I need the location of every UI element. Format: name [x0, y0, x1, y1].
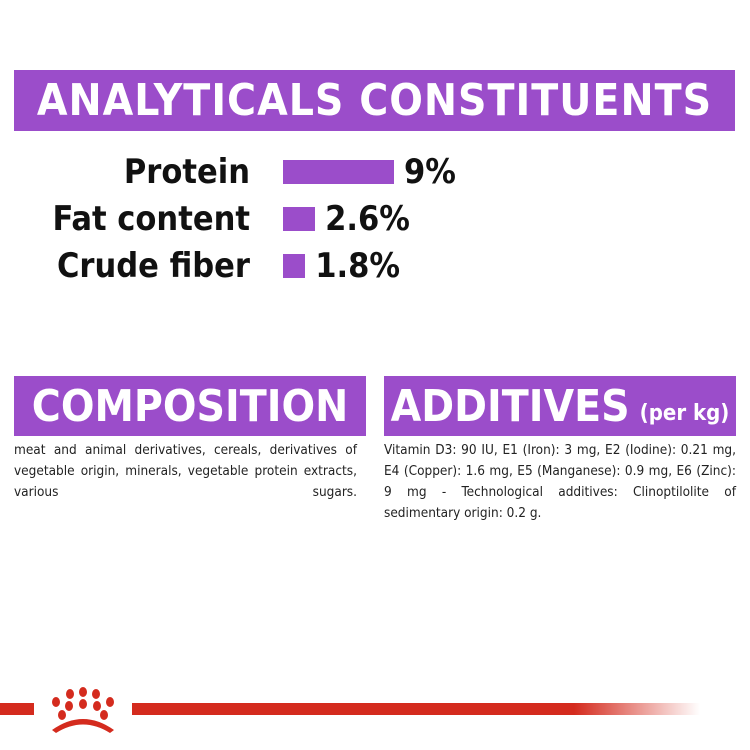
constituent-bar — [283, 207, 316, 231]
constituent-value: 9% — [404, 152, 456, 192]
analyticals-header: ANALYTICALS CONSTITUENTS — [14, 70, 735, 131]
constituent-label: Protein — [123, 152, 250, 192]
additives-unit: (per kg) — [639, 400, 730, 426]
composition-header: COMPOSITION — [14, 376, 366, 436]
constituent-row: Protein 9% — [0, 150, 456, 194]
constituent-row: Crude fiber 1.8% — [0, 244, 400, 288]
composition-text: meat and animal derivatives, cereals, de… — [14, 442, 357, 500]
constituent-value: 1.8% — [315, 246, 401, 286]
constituent-label: Crude fiber — [56, 246, 250, 286]
additives-text: Vitamin D3: 90 IU, E1 (Iron): 3 mg, E2 (… — [384, 442, 736, 521]
constituent-bar — [283, 160, 394, 184]
constituent-value: 2.6% — [325, 199, 410, 239]
brand-line — [0, 703, 700, 715]
additives-header: ADDITIVES (per kg) — [384, 376, 736, 436]
constituent-label: Fat content — [52, 199, 250, 239]
constituent-row: Fat content 2.6% — [0, 197, 410, 241]
crown-logo-icon — [34, 684, 132, 734]
additives-heading: ADDITIVES — [390, 380, 630, 432]
constituent-bar — [283, 254, 306, 278]
